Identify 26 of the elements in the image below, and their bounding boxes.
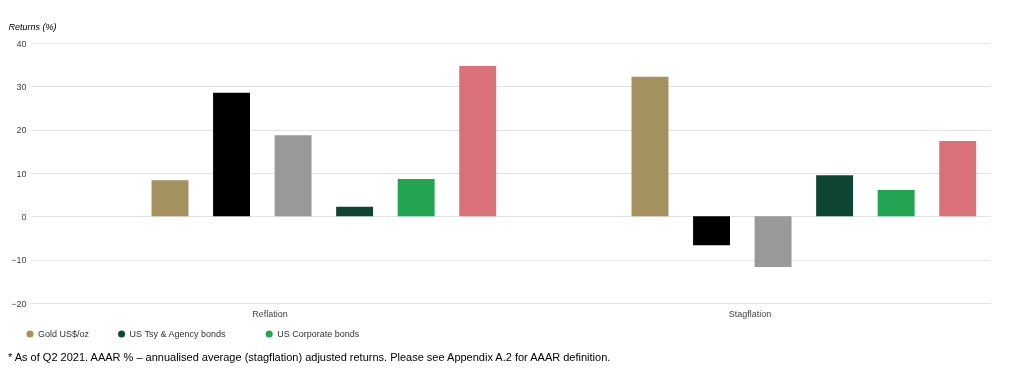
bar [754, 216, 792, 268]
y-tick-label: −10 [11, 255, 27, 266]
bar [631, 76, 669, 217]
legend-label: US Corporate bonds [277, 329, 360, 339]
y-axis-title: Returns (%) [8, 21, 57, 32]
y-tick-label: 40 [16, 38, 27, 49]
y-tick-label: −20 [11, 298, 27, 309]
y-tick-label: 30 [16, 81, 27, 92]
legend-label: US Tsy & Agency bonds [129, 329, 226, 339]
bar [693, 216, 730, 246]
x-tick-label: Reflation [252, 308, 288, 319]
bar [213, 92, 250, 217]
bar [459, 65, 497, 217]
bar [939, 140, 977, 217]
bar [877, 189, 915, 217]
legend-label: Gold US$/oz [38, 329, 90, 339]
y-tick-label: 20 [16, 125, 27, 136]
bar [151, 180, 189, 217]
bar [336, 206, 374, 217]
bar [397, 179, 435, 217]
bar [816, 175, 854, 217]
y-tick-label: 0 [21, 211, 27, 222]
y-tick-label: 10 [16, 168, 27, 179]
bar [274, 135, 312, 217]
x-tick-label: Stagflation [728, 308, 772, 319]
text: * As of Q2 2021. AAAR % – annualised average (stagflation) adjusted returns. Please see Appendix A.2 for AAAR definition. [8, 351, 611, 363]
